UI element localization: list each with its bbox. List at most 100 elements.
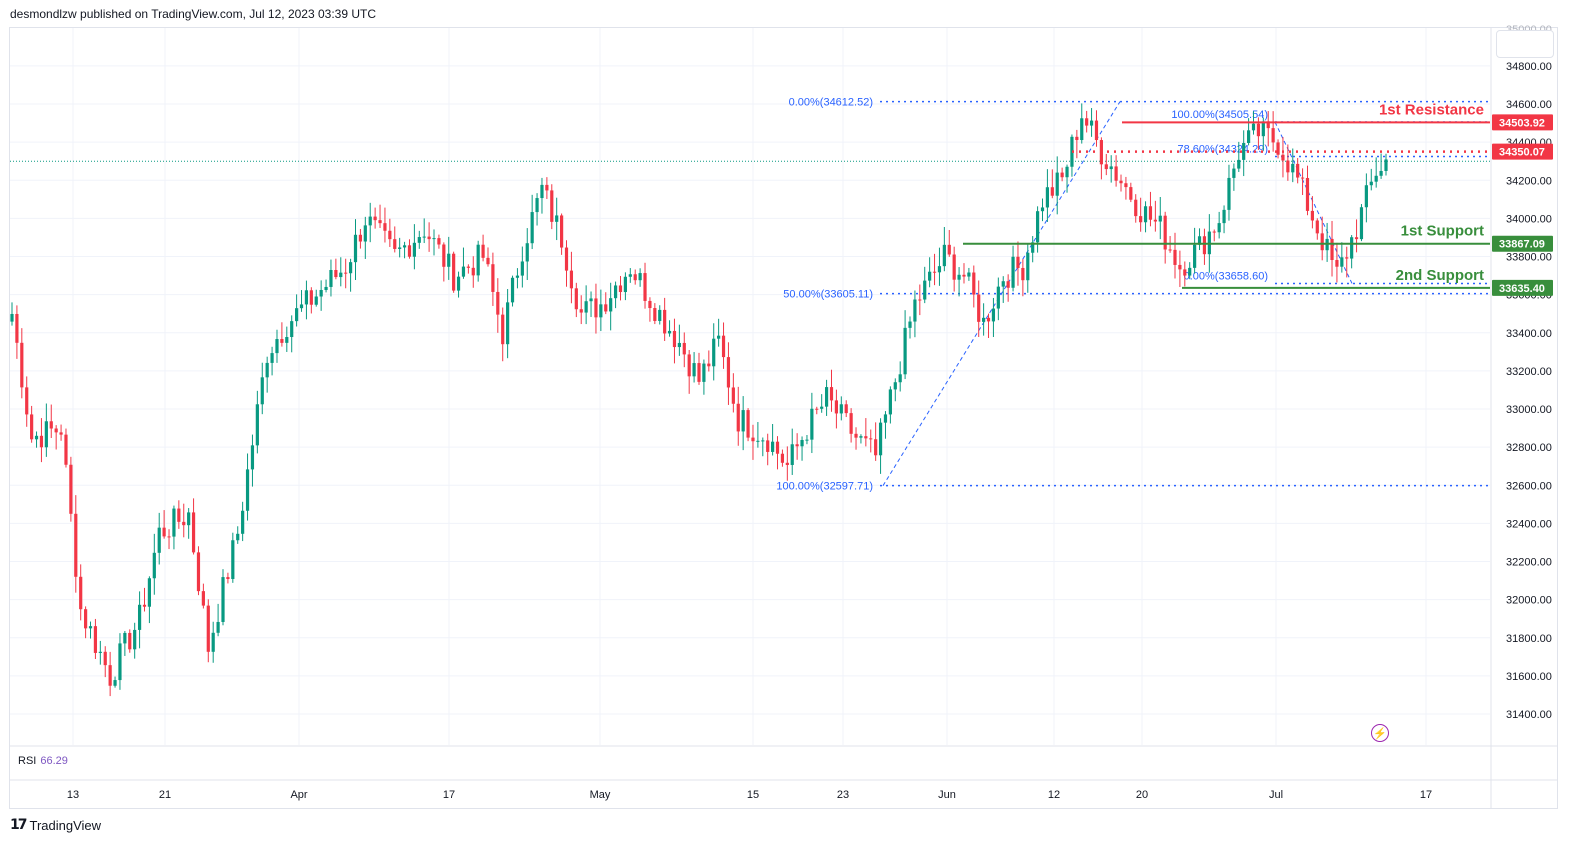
candle-body — [280, 339, 284, 343]
candle-body — [133, 629, 137, 650]
scale-button[interactable] — [1496, 30, 1554, 58]
candle-body — [1065, 166, 1069, 178]
candle-body — [456, 276, 461, 291]
time-tick-label: 20 — [1136, 789, 1148, 801]
time-tick-label: Jun — [938, 789, 956, 801]
candle-body — [74, 513, 78, 577]
lightning-icon[interactable]: ⚡ — [1371, 724, 1389, 742]
candle-body — [388, 230, 392, 240]
candle-body — [579, 309, 583, 313]
candle-body — [1281, 154, 1285, 161]
candle-body — [245, 469, 250, 511]
candle-body — [874, 439, 878, 456]
time-tick-label: 17 — [443, 789, 455, 801]
candle-body — [1305, 177, 1310, 211]
candle-body — [795, 444, 799, 447]
candle-body — [1055, 172, 1059, 196]
first-resistance-price-tag-bg — [1492, 114, 1553, 131]
candle-body — [1143, 206, 1148, 223]
candle-body — [34, 435, 39, 440]
candle-body — [530, 212, 534, 244]
price-tick-label: 32400.00 — [1506, 518, 1552, 530]
candle-body — [687, 354, 691, 377]
candle-body — [623, 276, 627, 293]
candle-body — [64, 434, 68, 465]
price-tick-label: 32000.00 — [1506, 595, 1552, 607]
candle-body — [128, 632, 132, 650]
candle-body — [383, 223, 387, 231]
candle-body — [638, 273, 642, 281]
fib-level-label: 50.00%(33605.11) — [783, 289, 873, 301]
candle-body — [751, 437, 755, 442]
price-tick-label: 32600.00 — [1506, 480, 1552, 492]
candle-body — [628, 274, 632, 277]
candle-body — [888, 389, 892, 415]
candle-body — [913, 299, 917, 322]
candle-body — [1173, 249, 1177, 265]
candle-body — [1261, 121, 1265, 137]
candle-body — [295, 308, 299, 322]
candle-body — [265, 362, 269, 378]
candle-body — [368, 216, 372, 226]
tradingview-wordmark: TradingView — [29, 817, 102, 833]
dotted-resistance-price-tag: 34350.07 — [1499, 147, 1545, 159]
candle-body — [250, 445, 255, 470]
candle-body — [800, 439, 804, 447]
candle-body — [1315, 220, 1319, 234]
candle-body — [348, 262, 353, 274]
candle-body — [172, 508, 176, 537]
price-tick-label: 32200.00 — [1506, 557, 1552, 569]
candle-body — [707, 363, 711, 367]
tradingview-logo[interactable]: 17 TradingView — [10, 817, 101, 833]
candle-body — [1212, 231, 1216, 233]
candle-body — [1330, 238, 1334, 261]
candle-body — [672, 330, 677, 348]
candle-body — [942, 244, 946, 267]
candle-body — [908, 321, 912, 328]
first-resistance-label: 1st Resistance — [1379, 101, 1484, 118]
candle-body — [1139, 216, 1143, 223]
candle-body — [412, 242, 416, 257]
candle-body — [1310, 210, 1314, 221]
candle-body — [766, 440, 770, 452]
candle-body — [540, 184, 544, 199]
candle-body — [54, 428, 58, 433]
candle-body — [437, 238, 441, 245]
candle-body — [476, 244, 480, 276]
candle-body — [1045, 187, 1050, 208]
candle-body — [820, 406, 824, 409]
time-tick-label: 21 — [159, 789, 171, 801]
chart-frame[interactable] — [9, 27, 1558, 809]
candle-body — [1080, 118, 1084, 141]
candle-body — [103, 651, 107, 666]
candle-body — [1153, 219, 1157, 222]
candle-body — [108, 665, 112, 686]
candle-body — [986, 317, 991, 322]
time-tick-label: 13 — [67, 789, 79, 801]
price-tick-label: 33000.00 — [1506, 404, 1552, 416]
time-tick-label: May — [590, 789, 611, 801]
candle-body — [285, 337, 289, 343]
fib-level-label: 78.60%(34324.29) — [1177, 144, 1268, 156]
candle-body — [1364, 185, 1368, 208]
candle-body — [829, 387, 834, 401]
candle-body — [761, 440, 765, 442]
candle-body — [977, 294, 981, 322]
candle-body — [1031, 242, 1035, 253]
candle-body — [481, 244, 485, 258]
candle-body — [1384, 159, 1388, 171]
price-tick-label: 34000.00 — [1506, 213, 1552, 225]
candle-body — [878, 422, 883, 456]
candle-body — [525, 243, 529, 262]
candle-body — [928, 271, 932, 281]
candle-body — [967, 272, 971, 277]
candle-body — [947, 244, 951, 255]
fib-level-label: 0.00%(34612.52) — [789, 97, 873, 109]
candle-body — [432, 238, 436, 240]
candle-body — [560, 215, 564, 248]
candle-body — [501, 314, 505, 345]
candle-body — [1148, 206, 1153, 220]
candle-body — [196, 552, 201, 592]
candle-body — [1188, 267, 1192, 276]
